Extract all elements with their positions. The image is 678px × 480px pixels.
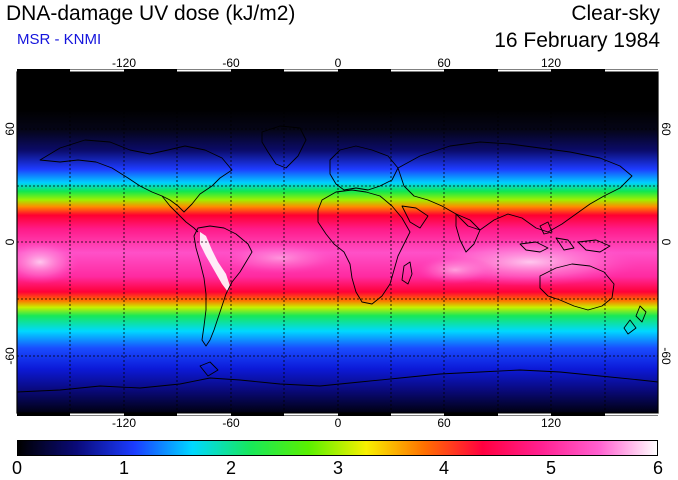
lon-tick-top-1: -120 (112, 56, 136, 70)
scale-label-3: 3 (332, 458, 344, 478)
scale-label-6: 6 (652, 458, 664, 478)
lon-tick-top-2: -60 (222, 56, 240, 70)
map-date-label: 16 February 1984 (494, 29, 660, 52)
lat-tick-right-3: -60 (659, 347, 673, 365)
coastlines (17, 125, 658, 393)
map-title: DNA-damage UV dose (kJ/m2) (6, 2, 296, 25)
frame-ticks (70, 69, 658, 416)
color-scale-bar (17, 440, 658, 456)
graticule (17, 72, 658, 413)
lon-tick-bottom-5: 120 (541, 416, 561, 430)
lat-tick-left-1: 60 (3, 122, 17, 136)
lon-tick-bottom-4: 60 (437, 416, 451, 430)
data-source-label: MSR - KNMI (17, 31, 102, 48)
lon-tick-top-3: 0 (335, 56, 342, 70)
uv-dose-field (17, 72, 658, 413)
scale-label-2: 2 (225, 458, 237, 478)
lon-tick-top-4: 60 (437, 56, 451, 70)
scale-label-5: 5 (545, 458, 557, 478)
sky-condition-label: Clear-sky (571, 2, 660, 25)
lat-tick-left-3: -60 (3, 347, 17, 365)
lat-tick-right-1: 60 (659, 122, 673, 136)
uv-dose-world-map: -120 -60 0 60 120 -120 -60 0 60 120 60 0… (3, 56, 673, 430)
lon-tick-bottom-2: -60 (222, 416, 240, 430)
scale-label-1: 1 (118, 458, 130, 478)
scale-label-0: 0 (11, 458, 23, 478)
lon-tick-top-5: 120 (541, 56, 561, 70)
lon-tick-bottom-1: -120 (112, 416, 136, 430)
lon-tick-bottom-3: 0 (335, 416, 342, 430)
scale-label-4: 4 (438, 458, 450, 478)
lat-tick-right-2: 0 (659, 239, 673, 246)
lat-tick-left-2: 0 (3, 238, 17, 245)
